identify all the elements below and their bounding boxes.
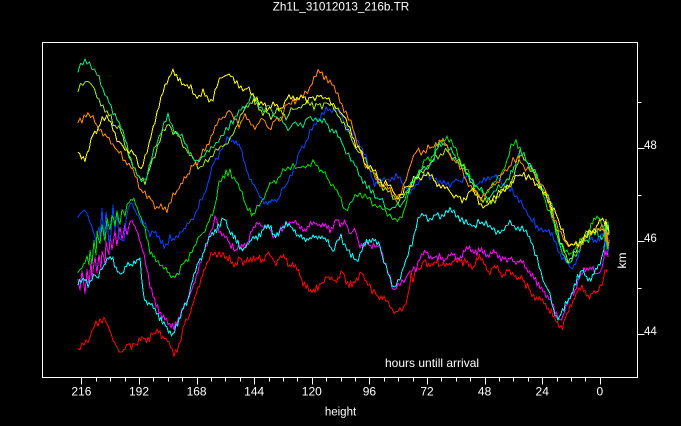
svg-text:48: 48 — [644, 140, 657, 152]
svg-text:192: 192 — [129, 385, 149, 399]
svg-text:144: 144 — [244, 385, 264, 399]
svg-text:46: 46 — [644, 233, 657, 245]
svg-text:24: 24 — [536, 385, 550, 399]
svg-text:216: 216 — [71, 385, 91, 399]
svg-text:hours untill arrival: hours untill arrival — [385, 356, 479, 370]
svg-text:Zh1L_31012013_216b.TR: Zh1L_31012013_216b.TR — [273, 1, 409, 14]
svg-text:height: height — [325, 407, 357, 419]
svg-text:168: 168 — [187, 385, 207, 399]
svg-text:0: 0 — [596, 385, 603, 399]
svg-text:48: 48 — [478, 385, 492, 399]
svg-text:km: km — [615, 253, 629, 269]
svg-text:120: 120 — [302, 385, 322, 399]
svg-text:96: 96 — [363, 385, 377, 399]
svg-text:44: 44 — [644, 326, 657, 338]
svg-text:72: 72 — [420, 385, 434, 399]
